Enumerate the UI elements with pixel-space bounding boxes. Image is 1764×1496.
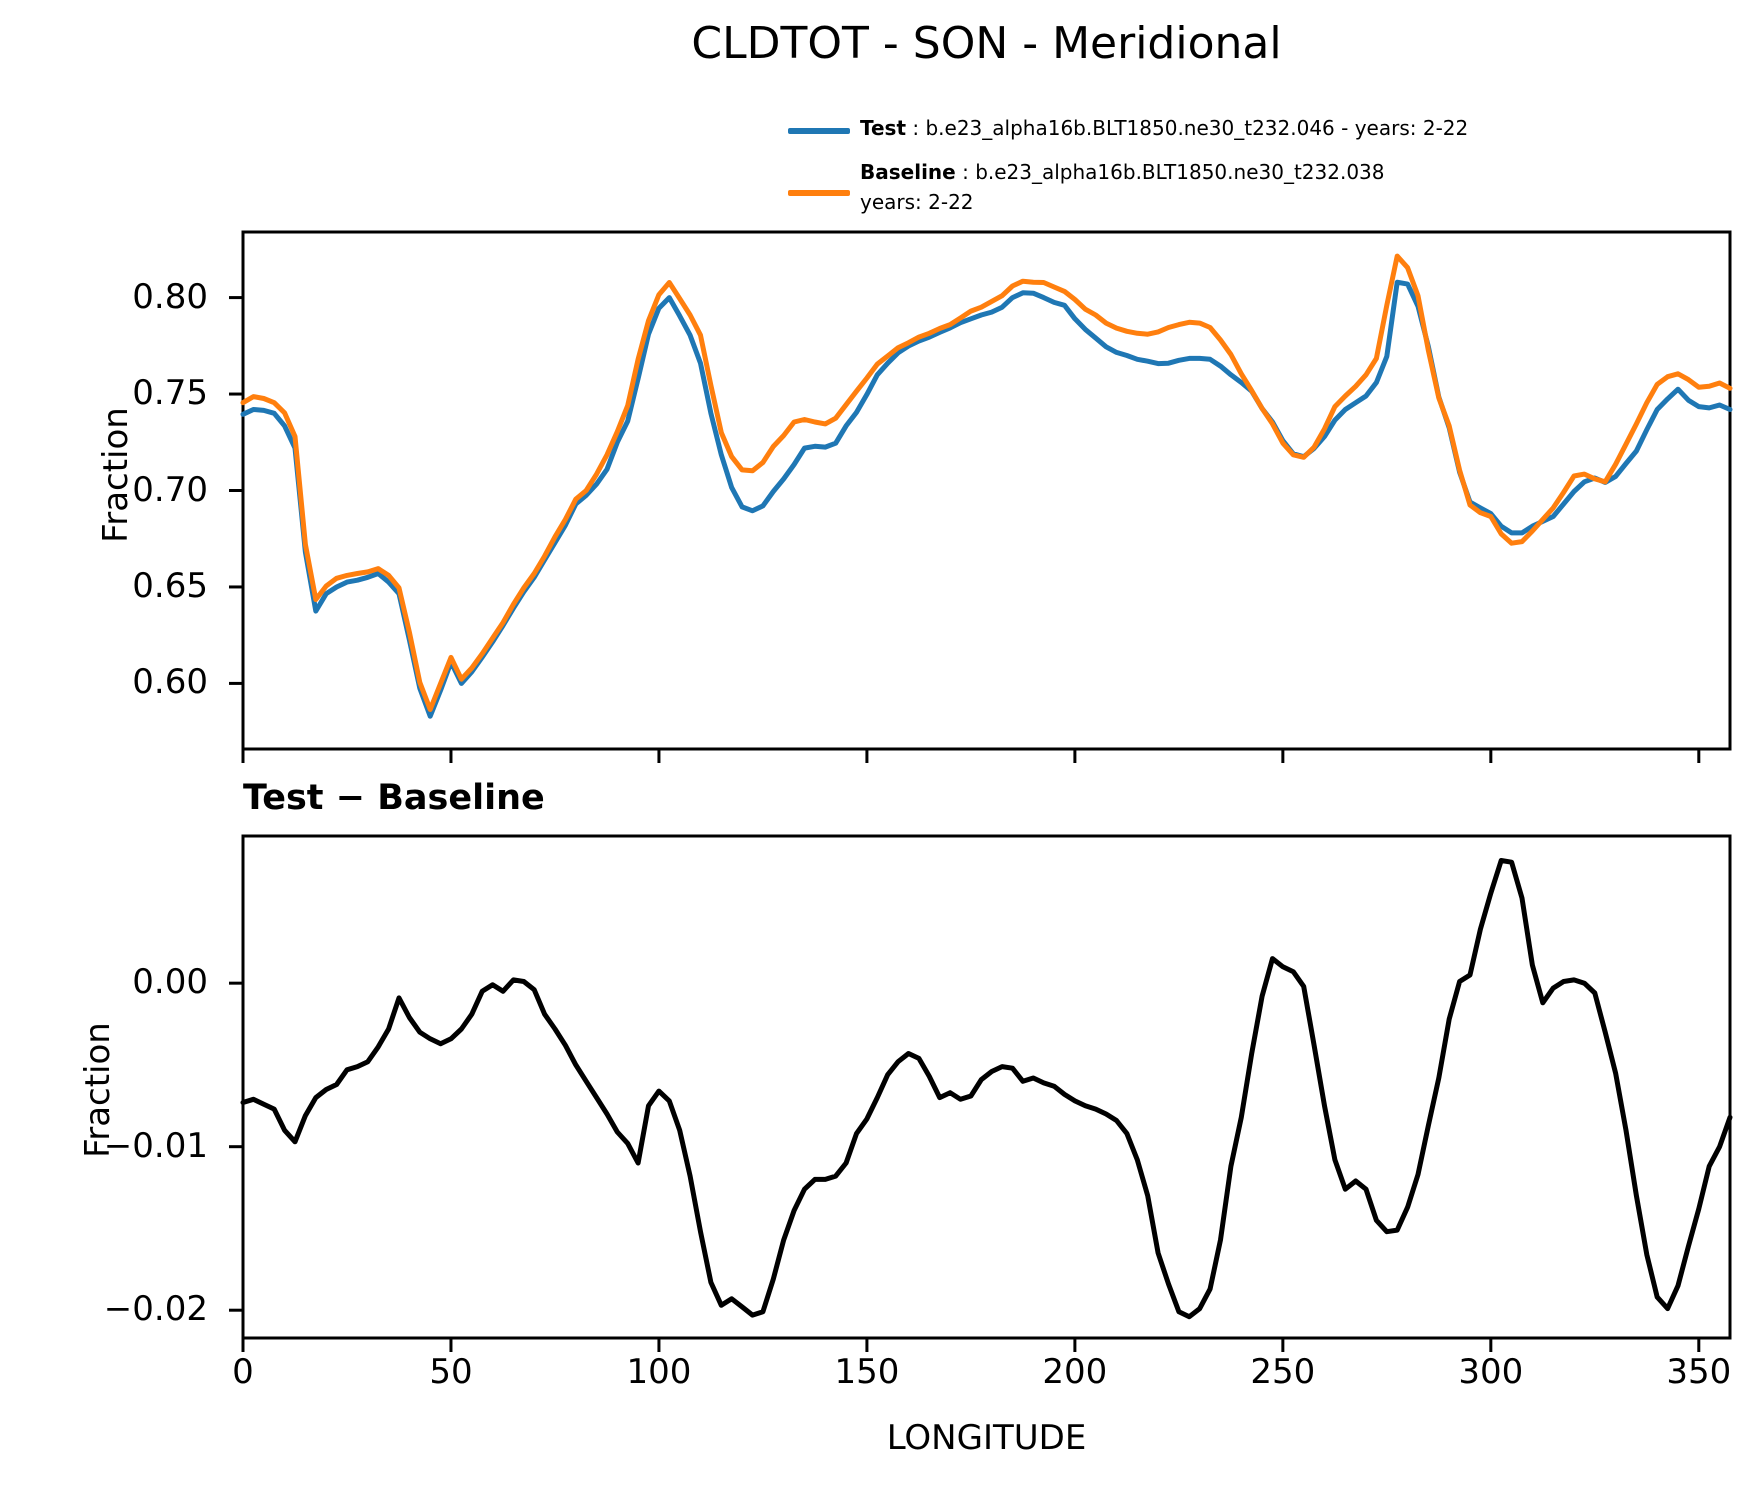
y-tick-label: 0.70 <box>132 469 208 510</box>
legend-test-label: Test <box>860 116 907 140</box>
legend-entry-test: Test : b.e23_alpha16b.BLT1850.ne30_t232.… <box>860 118 1468 138</box>
x-tick-label: 200 <box>1042 1352 1108 1392</box>
chart-title: CLDTOT - SON - Meridional <box>691 18 1282 69</box>
x-tick-label: 0 <box>232 1352 254 1392</box>
legend-entry-baseline: Baseline : b.e23_alpha16b.BLT1850.ne30_t… <box>860 162 1385 182</box>
x-tick-label: 300 <box>1458 1352 1524 1392</box>
y-tick-label: 0.75 <box>132 373 208 414</box>
y-tick-label: 0.80 <box>132 276 208 317</box>
legend-baseline-text: : b.e23_alpha16b.BLT1850.ne30_t232.038 <box>955 160 1385 184</box>
x-tick-label: 100 <box>626 1352 692 1392</box>
x-axis-label: LONGITUDE <box>886 1418 1087 1458</box>
y-tick-label: 0.65 <box>132 565 208 606</box>
legend-test-text: : b.e23_alpha16b.BLT1850.ne30_t232.046 -… <box>906 116 1469 140</box>
y-tick-label: 0.00 <box>132 962 208 1003</box>
x-tick-label: 50 <box>429 1352 473 1392</box>
y-tick-label: −0.01 <box>103 1125 208 1166</box>
x-tick-label: 250 <box>1250 1352 1316 1392</box>
x-tick-label: 150 <box>834 1352 900 1392</box>
x-tick-label: 350 <box>1666 1352 1732 1392</box>
legend-baseline-years: years: 2-22 <box>860 190 974 214</box>
series-baseline <box>240 253 1733 712</box>
baseline-line-swatch <box>788 190 850 196</box>
series-test-baseline <box>240 858 1733 1320</box>
diff-plot-title: Test − Baseline <box>243 778 545 818</box>
y-tick-label: 0.60 <box>132 662 208 703</box>
y-tick-label: −0.02 <box>103 1289 208 1330</box>
test-line-swatch <box>788 128 850 134</box>
legend-baseline-label: Baseline <box>860 160 956 184</box>
